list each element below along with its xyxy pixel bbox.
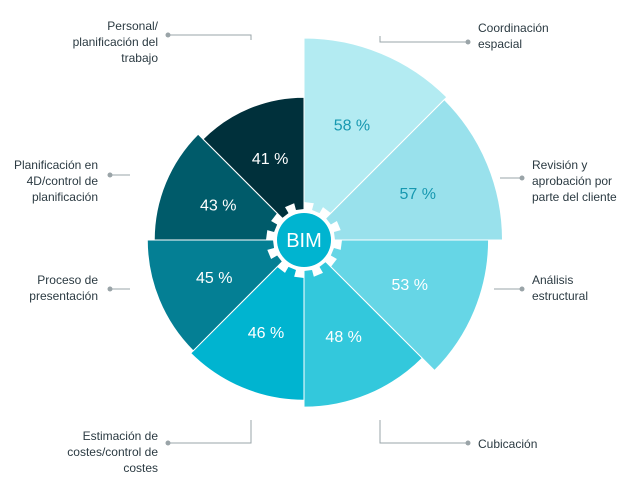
leader-dot-1 xyxy=(465,39,471,45)
slice-8 xyxy=(202,96,305,242)
category-label-5: Estimación de costes/control de costes xyxy=(40,428,158,476)
leader-line-5 xyxy=(168,420,252,444)
slice-2 xyxy=(302,98,504,241)
leader-dot-2 xyxy=(519,175,525,181)
category-label-6: Proceso de presentación xyxy=(0,272,98,304)
slice-6 xyxy=(146,239,306,352)
center-label: BIM xyxy=(286,230,322,252)
category-label-text: Coordinación espacial xyxy=(478,21,549,51)
leader-line-8 xyxy=(168,34,252,40)
leader-line-4 xyxy=(379,420,468,444)
slice-7 xyxy=(153,133,306,241)
value-label-1: 58 % xyxy=(334,117,370,134)
leader-dot-3 xyxy=(519,286,525,292)
label-leader-lines xyxy=(107,32,525,446)
value-labels: 58 % 57 % 53 % 48 % 46 % 45 % 43 % 41 % xyxy=(196,117,436,345)
leader-dot-8 xyxy=(165,32,171,38)
category-label-text: Personal/ planificación del trabajo xyxy=(72,19,158,65)
leader-dot-5 xyxy=(165,440,171,446)
leader-dot-6 xyxy=(107,286,113,292)
category-label-text: Planificación en 4D/control de planifica… xyxy=(13,158,98,204)
category-label-4: Cubicación xyxy=(478,436,537,452)
leader-dot-4 xyxy=(465,440,471,446)
value-label-8: 41 % xyxy=(252,151,288,168)
category-label-1: Coordinación espacial xyxy=(478,20,549,52)
category-label-text: Análisis estructural xyxy=(532,273,589,303)
value-label-5: 46 % xyxy=(248,325,284,342)
value-label-4: 48 % xyxy=(325,329,361,346)
category-label-text: Revisión y aprobación por parte del clie… xyxy=(532,158,617,204)
category-label-text: Estimación de costes/control de costes xyxy=(67,429,158,475)
category-label-2: Revisión y aprobación por parte del clie… xyxy=(532,157,617,205)
chart-slices xyxy=(146,37,504,408)
value-label-2: 57 % xyxy=(399,186,435,203)
value-label-6: 45 % xyxy=(196,270,232,287)
bim-gear-hub: BIM xyxy=(266,202,342,278)
slice-4 xyxy=(303,238,423,408)
category-label-7: Planificación en 4D/control de planifica… xyxy=(0,157,98,205)
category-label-text: Proceso de presentación xyxy=(29,273,98,303)
value-label-3: 53 % xyxy=(391,277,427,294)
center-circle xyxy=(277,213,331,267)
category-label-8: Personal/ planificación del trabajo xyxy=(40,18,158,66)
category-label-text: Cubicación xyxy=(478,437,538,451)
leader-line-1 xyxy=(379,36,468,43)
slice-3 xyxy=(302,239,490,372)
leader-dot-7 xyxy=(107,172,113,178)
value-label-7: 43 % xyxy=(200,197,236,214)
category-label-3: Análisis estructural xyxy=(532,272,588,304)
slice-5 xyxy=(190,238,305,401)
slice-1 xyxy=(303,37,448,242)
